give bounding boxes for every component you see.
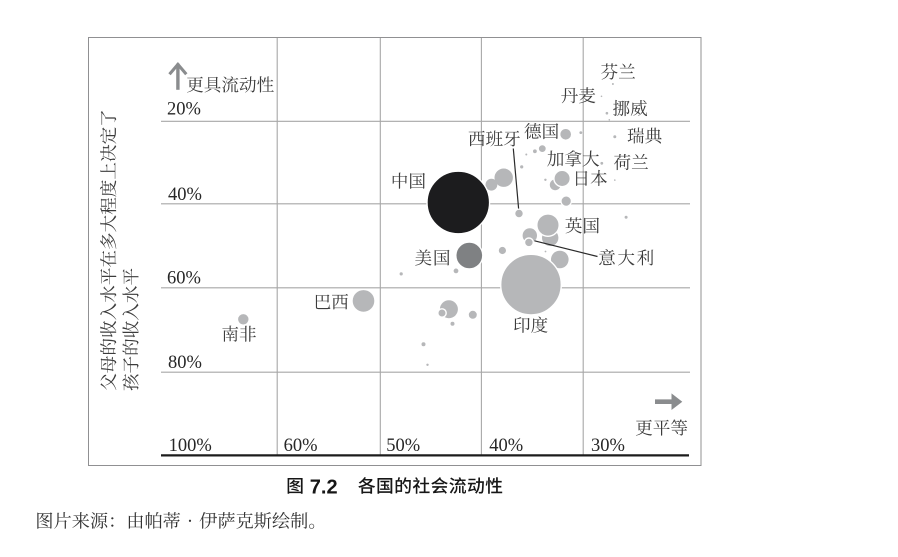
svg-text:40%: 40% [489, 436, 523, 456]
svg-text:7.2: 7.2 [310, 476, 338, 498]
svg-text:20%: 20% [167, 100, 201, 120]
svg-text:50%: 50% [386, 436, 420, 456]
svg-text:60%: 60% [167, 269, 201, 289]
svg-text:60%: 60% [284, 436, 318, 456]
svg-text:100%: 100% [169, 436, 212, 456]
svg-text:30%: 30% [591, 436, 625, 456]
svg-text:80%: 80% [168, 353, 202, 373]
svg-text:40%: 40% [168, 185, 202, 205]
